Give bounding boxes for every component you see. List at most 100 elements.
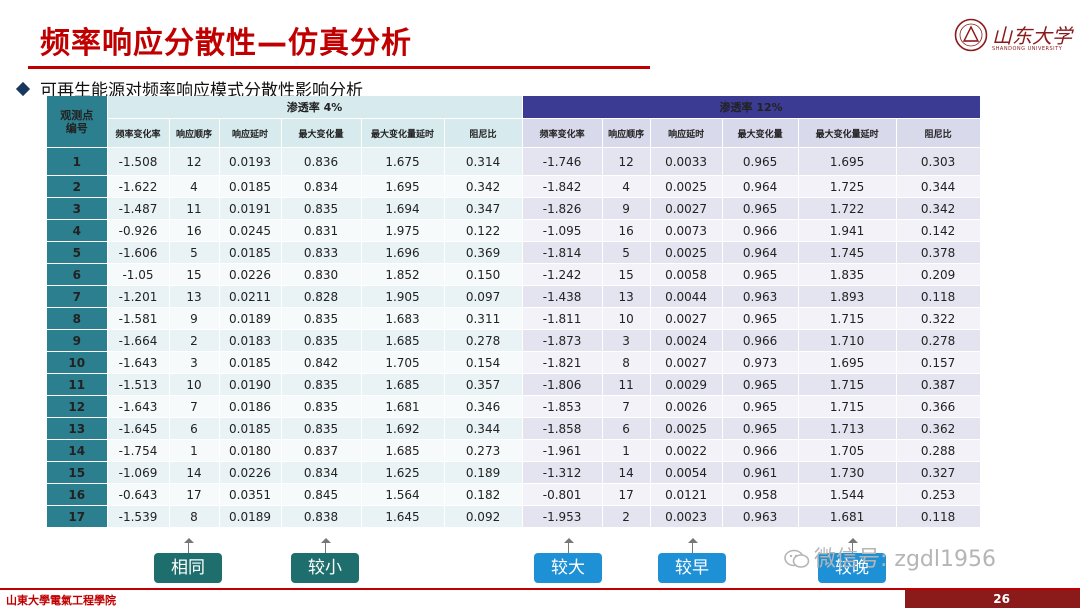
table-cell: 0.0185 bbox=[219, 417, 282, 440]
table-row: 7 -1.201 13 0.0211 0.828 1.905 0.097 -1.438 13 0.… bbox=[47, 285, 981, 308]
university-seal-icon bbox=[954, 18, 988, 52]
table-row: 4 -0.926 16 0.0245 0.831 1.975 0.122 -1.095 16 0.… bbox=[47, 219, 981, 242]
table-cell: -1.201 bbox=[107, 285, 170, 308]
table-cell: 1.730 bbox=[798, 461, 897, 484]
table-cell: 2 bbox=[602, 505, 651, 528]
table-cell: 0.366 bbox=[896, 395, 981, 418]
table-cell: 0.0022 bbox=[650, 439, 723, 462]
table-cell: 0.0211 bbox=[219, 285, 282, 308]
col-header: 响应顺序 bbox=[602, 118, 651, 148]
table-cell: 1.695 bbox=[361, 175, 445, 198]
table-cell: 0.0226 bbox=[219, 461, 282, 484]
arrow-up-icon bbox=[688, 538, 698, 553]
table-cell: 0.092 bbox=[444, 505, 523, 528]
table-cell: 0.966 bbox=[722, 329, 799, 352]
table-cell: 0.0190 bbox=[219, 373, 282, 396]
col-header: 最大变化量 bbox=[722, 118, 799, 148]
table-row: 14 -1.754 1 0.0180 0.837 1.685 0.273 -1.961 1 0.0… bbox=[47, 439, 981, 462]
col-header: 最大变化量延时 bbox=[798, 118, 897, 148]
table-cell: 0.0180 bbox=[219, 439, 282, 462]
obs-point-cell: 4 bbox=[47, 219, 108, 242]
table-cell: 0.0183 bbox=[219, 329, 282, 352]
table-cell: 1.564 bbox=[361, 483, 445, 506]
table-cell: 0.209 bbox=[896, 263, 981, 286]
table-cell: 0.834 bbox=[281, 175, 362, 198]
table-cell: 0.837 bbox=[281, 439, 362, 462]
table-cell: 8 bbox=[602, 351, 651, 374]
table-cell: 0.357 bbox=[444, 373, 523, 396]
table-cell: -1.487 bbox=[107, 197, 170, 220]
table-cell: 0.0029 bbox=[650, 373, 723, 396]
table-cell: 0.838 bbox=[281, 505, 362, 528]
table-cell: -1.513 bbox=[107, 373, 170, 396]
table-cell: 0.118 bbox=[896, 505, 981, 528]
table-cell: -1.806 bbox=[522, 373, 603, 396]
table-row: 8 -1.581 9 0.0189 0.835 1.683 0.311 -1.811 10 0.0… bbox=[47, 307, 981, 330]
table-cell: -1.438 bbox=[522, 285, 603, 308]
table-cell: 1.692 bbox=[361, 417, 445, 440]
slide-title: 频率响应分散性—仿真分析 bbox=[40, 26, 412, 61]
table-cell: 0.965 bbox=[722, 417, 799, 440]
table-cell: -1.069 bbox=[107, 461, 170, 484]
results-table: 观测点 编号 渗透率 4% 渗透率 12% 频率变化率 响应顺序 响应延时 最大… bbox=[47, 96, 981, 528]
table-cell: 1.695 bbox=[798, 351, 897, 374]
col-header: 最大变化量延时 bbox=[361, 118, 445, 148]
table-cell: 1.694 bbox=[361, 197, 445, 220]
table-cell: -1.953 bbox=[522, 505, 603, 528]
table-cell: 1.544 bbox=[798, 483, 897, 506]
col-header: 最大变化量 bbox=[281, 118, 362, 148]
obs-point-cell: 1 bbox=[47, 147, 108, 176]
table-cell: 1.685 bbox=[361, 373, 445, 396]
table-cell: 4 bbox=[602, 175, 651, 198]
table-cell: 3 bbox=[602, 329, 651, 352]
obs-point-cell: 8 bbox=[47, 307, 108, 330]
table-cell: -1.242 bbox=[522, 263, 603, 286]
obs-point-header: 观测点 编号 bbox=[47, 96, 108, 148]
table-cell: 0.0027 bbox=[650, 351, 723, 374]
table-cell: 15 bbox=[169, 263, 220, 286]
table-cell: 16 bbox=[169, 219, 220, 242]
table-cell: 1.695 bbox=[798, 147, 897, 176]
table-cell: 0.965 bbox=[722, 307, 799, 330]
obs-point-cell: 16 bbox=[47, 483, 108, 506]
table-cell: 14 bbox=[602, 461, 651, 484]
table-row: 10 -1.643 3 0.0185 0.842 1.705 0.154 -1.821 8 0.0… bbox=[47, 351, 981, 374]
table-cell: 0.344 bbox=[896, 175, 981, 198]
table-cell: 0.327 bbox=[896, 461, 981, 484]
table-cell: 0.965 bbox=[722, 395, 799, 418]
table-cell: -1.821 bbox=[522, 351, 603, 374]
table-cell: 0.964 bbox=[722, 175, 799, 198]
table-cell: 1.685 bbox=[361, 329, 445, 352]
table-cell: -1.842 bbox=[522, 175, 603, 198]
group-header-12pct: 渗透率 12% bbox=[522, 96, 981, 119]
table-cell: 1.715 bbox=[798, 307, 897, 330]
table-cell: 0.965 bbox=[722, 147, 799, 176]
diamond-bullet-icon bbox=[15, 81, 31, 97]
table-cell: 17 bbox=[169, 483, 220, 506]
table-cell: -1.539 bbox=[107, 505, 170, 528]
logo-wordmark: 山东大学 bbox=[992, 24, 1072, 48]
table-cell: -0.926 bbox=[107, 219, 170, 242]
table-cell: 0.150 bbox=[444, 263, 523, 286]
table-cell: 11 bbox=[602, 373, 651, 396]
table-cell: -1.826 bbox=[522, 197, 603, 220]
table-cell: 3 bbox=[169, 351, 220, 374]
watermark-text: 微信号: zgdl1956 bbox=[814, 547, 996, 572]
table-cell: 0.0033 bbox=[650, 147, 723, 176]
table-cell: 0.0073 bbox=[650, 219, 723, 242]
table-cell: 0.835 bbox=[281, 329, 362, 352]
table-row: 15 -1.069 14 0.0226 0.834 1.625 0.189 -1.312 14 0… bbox=[47, 461, 981, 484]
table-cell: 1.696 bbox=[361, 241, 445, 264]
table-cell: 9 bbox=[169, 307, 220, 330]
table-cell: 0.0189 bbox=[219, 307, 282, 330]
table-cell: 0.378 bbox=[896, 241, 981, 264]
table-cell: 5 bbox=[169, 241, 220, 264]
table-cell: -1.606 bbox=[107, 241, 170, 264]
table-cell: 0.965 bbox=[722, 373, 799, 396]
col-header: 阻尼比 bbox=[444, 118, 523, 148]
table-cell: 4 bbox=[169, 175, 220, 198]
table-cell: 0.0024 bbox=[650, 329, 723, 352]
obs-point-cell: 5 bbox=[47, 241, 108, 264]
table-cell: 1.683 bbox=[361, 307, 445, 330]
table-cell: 0.836 bbox=[281, 147, 362, 176]
